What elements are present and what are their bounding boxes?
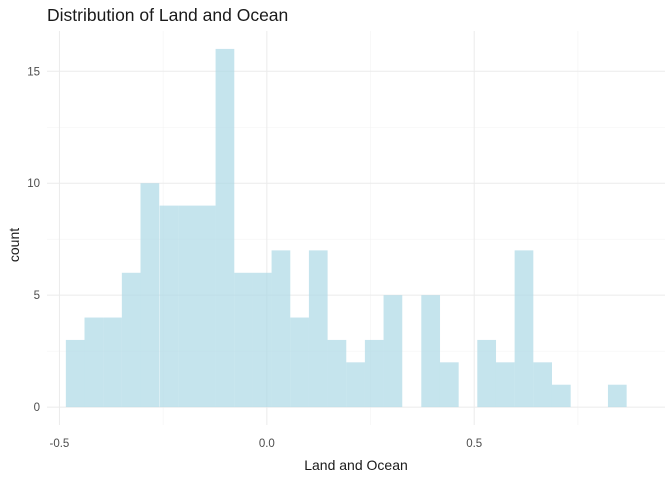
y-tick-label: 0 <box>34 402 40 414</box>
histogram-bar <box>421 295 441 408</box>
histogram-bar <box>364 339 384 408</box>
histogram-bar <box>159 205 179 408</box>
x-tick-label: 0.0 <box>259 438 275 450</box>
histogram-bar <box>215 48 235 408</box>
histogram-bar <box>308 250 328 408</box>
histogram-bar <box>533 362 552 408</box>
y-tick-label: 10 <box>27 178 40 190</box>
histogram-bar <box>514 250 534 408</box>
histogram-bar <box>196 205 216 408</box>
histogram-bar <box>252 272 272 408</box>
histogram-bar <box>103 317 122 408</box>
histogram-bars <box>65 48 627 408</box>
histogram-bar <box>84 317 104 408</box>
chart-title: Distribution of Land and Ocean <box>47 5 288 25</box>
histogram-bar <box>439 362 459 408</box>
histogram-bar <box>607 384 627 408</box>
y-axis-ticks: 0 5 10 15 <box>27 66 40 414</box>
x-tick-label: 0.5 <box>466 438 482 450</box>
histogram-bar <box>271 250 291 408</box>
histogram-bar <box>477 339 497 408</box>
histogram-bar <box>495 362 515 408</box>
y-tick-label: 15 <box>27 66 40 78</box>
histogram-bar <box>140 183 160 408</box>
histogram-bar <box>290 317 309 408</box>
x-axis-ticks: -0.5 0.0 0.5 <box>50 438 483 450</box>
x-tick-label: -0.5 <box>50 438 70 450</box>
histogram-bar <box>121 272 141 408</box>
histogram-bar <box>178 205 197 408</box>
histogram-bar <box>346 362 365 408</box>
y-tick-label: 5 <box>34 290 40 302</box>
histogram-bar <box>383 295 403 408</box>
histogram-bar <box>551 384 571 408</box>
x-axis-title: Land and Ocean <box>304 457 408 473</box>
histogram-bar <box>234 272 253 408</box>
y-axis-title: count <box>6 228 22 262</box>
histogram-bar <box>327 339 347 408</box>
histogram-bar <box>65 339 85 408</box>
